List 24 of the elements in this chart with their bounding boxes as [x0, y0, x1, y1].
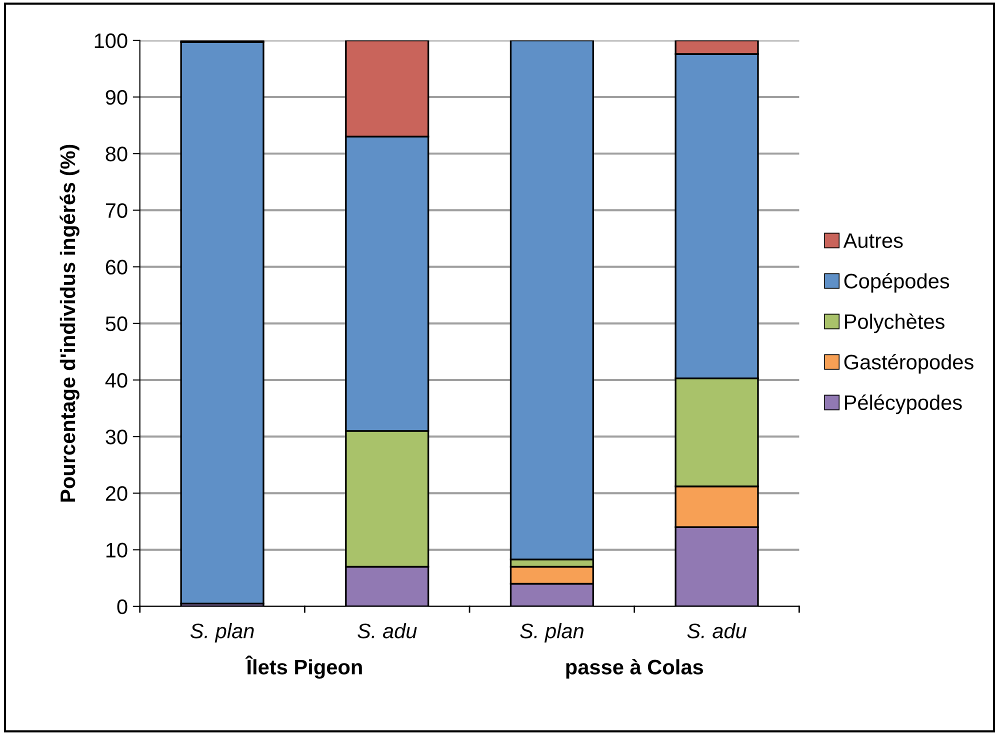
legend-label: Autres — [843, 233, 903, 248]
y-tick-label: 100 — [94, 33, 128, 48]
y-tick-label: 10 — [106, 542, 128, 558]
text: Îlets Pigeon — [245, 656, 362, 679]
y-tick-label: 50 — [106, 316, 128, 332]
x-tick-label: S. adu — [687, 623, 746, 638]
y-tick-label: 0 — [117, 599, 128, 614]
x-tick-label: S. adu — [358, 623, 417, 638]
x-tick-label: S. plan — [520, 623, 584, 642]
y-tick-label: 80 — [106, 146, 128, 162]
text: passe à Colas — [566, 659, 703, 679]
y-axis-title: Pourcentage d'individus ingérés (%) — [60, 144, 80, 502]
y-tick-label: 90 — [106, 90, 128, 105]
y-tick-label: 40 — [105, 372, 128, 388]
y-tick-label: 70 — [106, 203, 128, 218]
y-tick-label: 60 — [106, 260, 128, 275]
legend-label: Gastéropodes — [844, 354, 974, 374]
y-tick-label: 20 — [106, 486, 128, 501]
x-tick-label: S. plan — [190, 623, 254, 642]
y-tick-label: 30 — [106, 430, 128, 444]
legend-label: Polychètes — [845, 313, 944, 334]
bar — [180, 41, 264, 604]
legend-label: Pélécypodes — [845, 394, 962, 414]
legend-label: Copépodes — [844, 272, 950, 293]
